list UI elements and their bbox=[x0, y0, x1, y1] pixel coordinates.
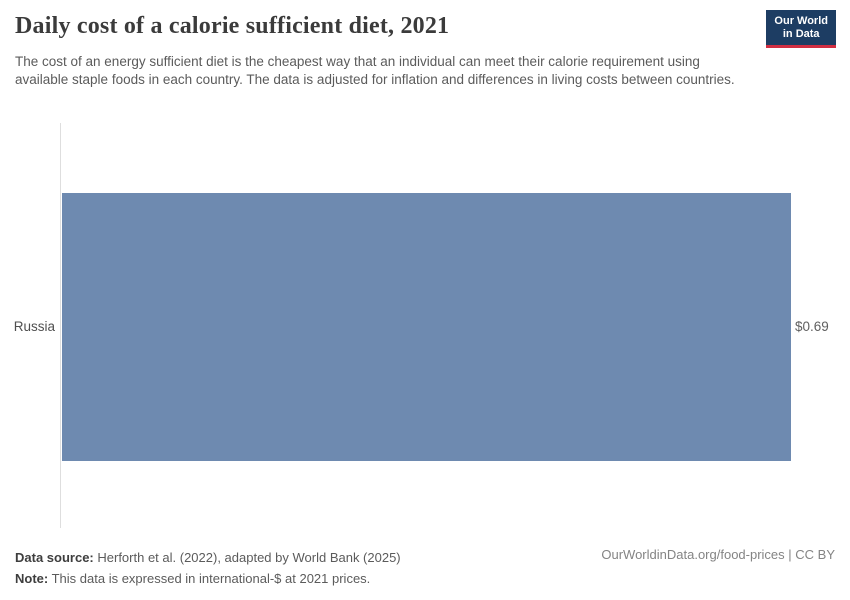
plot-area bbox=[60, 123, 791, 528]
category-label-russia: Russia bbox=[13, 319, 55, 334]
attribution: OurWorldinData.org/food-prices | CC BY bbox=[601, 547, 835, 562]
data-source-text: Herforth et al. (2022), adapted by World… bbox=[97, 550, 401, 565]
chart-subtitle: The cost of an energy sufficient diet is… bbox=[15, 54, 735, 87]
owid-logo-line1: Our World bbox=[774, 15, 828, 27]
bar-russia[interactable] bbox=[62, 193, 791, 461]
owid-logo: Our World in Data bbox=[766, 10, 836, 48]
footer-notes: Data source: Herforth et al. (2022), ada… bbox=[15, 547, 401, 589]
page-title: Daily cost of a calorie sufficient diet,… bbox=[15, 13, 450, 39]
data-source-line: Data source: Herforth et al. (2022), ada… bbox=[15, 547, 401, 568]
note-text: This data is expressed in international-… bbox=[51, 571, 371, 586]
data-source-label: Data source: bbox=[15, 550, 94, 565]
y-axis-line bbox=[60, 123, 61, 528]
owid-logo-line2: in Data bbox=[782, 28, 820, 40]
value-label-russia: $0.69 bbox=[795, 319, 829, 334]
note-line: Note: This data is expressed in internat… bbox=[15, 568, 401, 589]
note-label: Note: bbox=[15, 571, 49, 586]
